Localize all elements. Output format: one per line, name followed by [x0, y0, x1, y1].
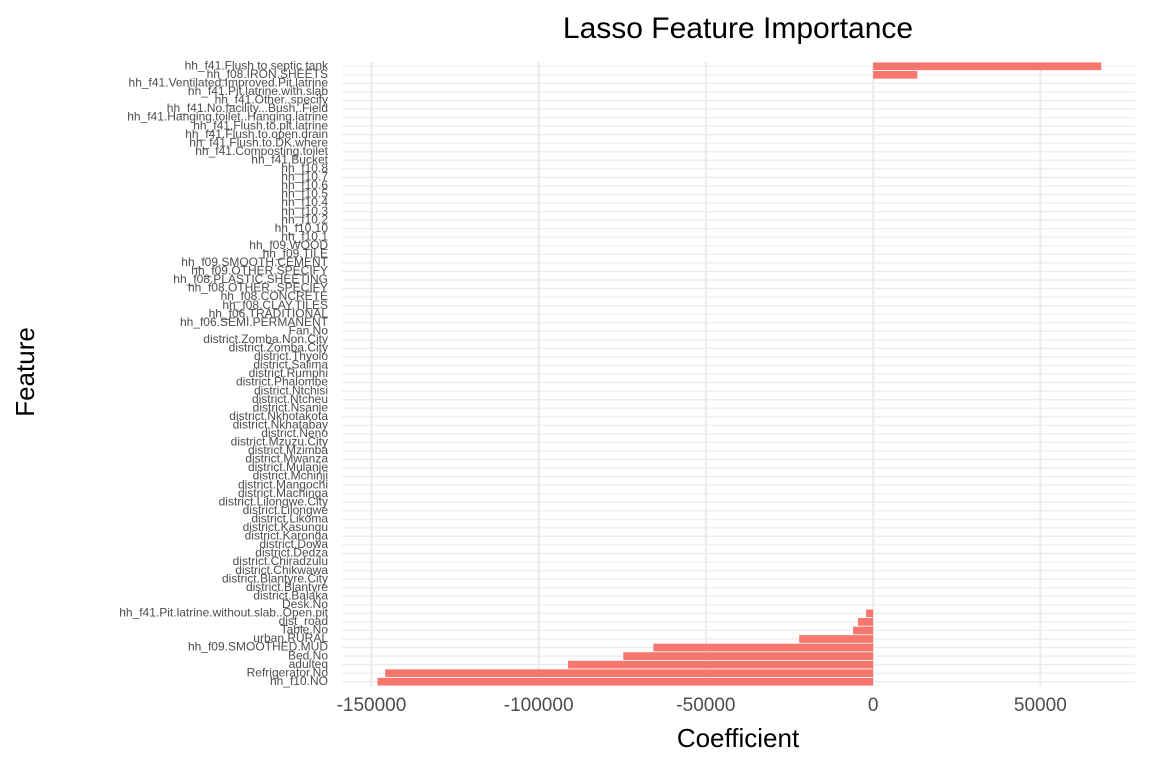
y-axis-label: Feature	[10, 327, 40, 417]
y-tick-label: hh_f10.3	[281, 204, 328, 218]
y-tick-label: hh_f41.Flush.to.pit.latrine	[193, 118, 328, 132]
y-tick-label: hh_f41.No.facility...Bush..Field	[167, 101, 328, 115]
y-tick-label: hh_f10.4	[281, 195, 328, 209]
y-tick-label: hh_f08.IRON.SHEETS	[207, 67, 328, 81]
y-tick-label: district.Kasungu	[243, 520, 328, 534]
y-tick-label: hh_f09.TILE	[263, 247, 328, 261]
y-tick-label: hh_f41.Other..specify	[215, 93, 328, 107]
y-tick-label: district.Blantyre.City	[222, 571, 328, 585]
y-tick-label: district.Machinga	[238, 486, 328, 500]
y-tick-label: hh_f08.OTHER..SPECIFY	[188, 281, 328, 295]
bar	[623, 652, 874, 660]
y-tick-label: hh_f10.8	[281, 161, 328, 175]
y-tick-label: district.Karonga	[245, 529, 329, 543]
x-tick-label: 0	[868, 695, 879, 716]
y-tick-label: Refrigerator.No	[247, 665, 329, 679]
y-tick-label: hh_f08.CLAY.TILES	[222, 298, 328, 312]
y-tick-label: hh_f09.SMOOTHED.MUD	[188, 640, 328, 654]
y-tick-label: district.Mulanje	[248, 460, 328, 474]
y-tick-label: Table.No	[281, 623, 329, 637]
y-tick-label: Desk.No	[282, 597, 328, 611]
bar	[873, 62, 1102, 71]
y-tick-label: hh_f10.10	[275, 221, 329, 235]
y-tick-label: district.Dedza	[255, 546, 328, 560]
y-tick-label: district.Phalombe	[236, 375, 328, 389]
y-tick-label: district.Salima	[253, 358, 328, 372]
bar	[858, 618, 874, 626]
y-tick-label: district.Zomba.Non.City	[203, 332, 328, 346]
y-tick-label: hh_f41.Bucket	[251, 152, 328, 166]
y-tick-label: hh_f41.Pit.latrine.with.slab	[188, 84, 328, 98]
y-tick-label: hh_f10.NO	[270, 674, 328, 688]
y-tick-label: hh_f41.Flush.to.open.drain	[185, 127, 328, 141]
bar	[866, 609, 874, 618]
y-tick-label: district.Rumphi	[249, 366, 328, 380]
y-tick-label: district.Chiradzulu	[233, 554, 328, 568]
y-tick-label: hh_f10.6	[281, 178, 328, 192]
y-tick-label: district.Zomba.City	[229, 341, 328, 355]
y-tick-label: hh_f09.WOOD	[249, 238, 328, 252]
y-tick-label: district.Thyolo	[254, 349, 328, 363]
y-tick-label: district.Mchinji	[253, 469, 328, 483]
y-tick-label: hh_f41.Flush to septic tank	[185, 58, 329, 72]
y-tick-label: district.Lilongwe.City	[219, 494, 328, 508]
y-tick-label: district.Dowa	[259, 537, 328, 551]
y-tick-label: district.Blantyre	[246, 580, 328, 594]
chart-title: Lasso Feature Importance	[563, 12, 913, 45]
y-tick-label: district.Mwanza	[245, 452, 328, 466]
bar	[853, 626, 874, 635]
y-tick-label: hh_f08.CONCRETE	[221, 289, 328, 303]
x-tick-label: -150000	[337, 695, 407, 716]
y-tick-label: district.Balaka	[253, 588, 328, 602]
y-tick-label: district.Nkhatabay	[233, 417, 328, 431]
y-tick-label: hh_f09.SMOOTH.CEMENT	[181, 255, 328, 269]
x-tick-label: -50000	[676, 695, 735, 716]
y-tick-label: hh_f06.SEMI.PERMANENT	[180, 315, 329, 329]
y-tick-label: urban.RURAL	[253, 631, 328, 645]
y-tick-label: hh_f10.1	[281, 229, 328, 243]
bar	[873, 70, 918, 79]
y-tick-label: hh_f06.TRADITIONAL	[209, 306, 329, 320]
y-tick-label: district.Lilongwe	[243, 503, 329, 517]
bar	[377, 677, 874, 686]
y-tick-label: hh_f41.Ventilated.Improved.Pit.latrine	[129, 76, 329, 90]
y-tick-label: hh_f41.Flush.to.DK.where	[189, 135, 328, 149]
y-tick-label: hh_f41.Hanging.toilet..Hanging.latrine	[127, 110, 328, 124]
x-axis-label: Coefficient	[677, 723, 800, 753]
y-tick-label: hh_f41.Composting.toilet	[195, 144, 328, 158]
y-tick-label: hh_f10.2	[281, 212, 328, 226]
y-tick-label: Bed.No	[288, 648, 328, 662]
y-tick-label: district.Ntcheu	[252, 392, 328, 406]
y-tick-label: district.Neno	[261, 426, 328, 440]
bar	[385, 669, 874, 678]
y-tick-label: district.Nsanje	[253, 400, 329, 414]
y-tick-label: district.Ntchisi	[254, 383, 328, 397]
y-tick-label: Fan.No	[289, 323, 329, 337]
x-tick-label: 50000	[1014, 695, 1067, 716]
bar	[799, 635, 874, 643]
y-tick-label: district.Mzuzu.City	[231, 435, 328, 449]
y-tick-label: district.Chikwawa	[235, 563, 328, 577]
y-tick-label: hh_f41.Pit.latrine.without.slab..Open.pi…	[119, 606, 328, 620]
x-tick-label: -100000	[504, 695, 574, 716]
y-tick-label: district.Mzimba	[248, 443, 328, 457]
y-tick-label: dist_road	[279, 614, 328, 628]
bar	[568, 660, 874, 669]
y-tick-label: district.Nkhotakota	[229, 409, 328, 423]
bar	[653, 643, 874, 652]
y-tick-label: hh_f09.OTHER.SPECIFY	[191, 264, 328, 278]
y-tick-label: hh_f10.7	[281, 170, 328, 184]
y-tick-label: adulteq	[289, 657, 328, 671]
y-tick-label: district.Likoma	[251, 511, 328, 525]
y-tick-label: hh_f08.PLASTIC.SHEETING	[173, 272, 328, 286]
y-tick-label: district.Mangochi	[238, 477, 328, 491]
y-tick-label: hh_f10.5	[281, 187, 328, 201]
